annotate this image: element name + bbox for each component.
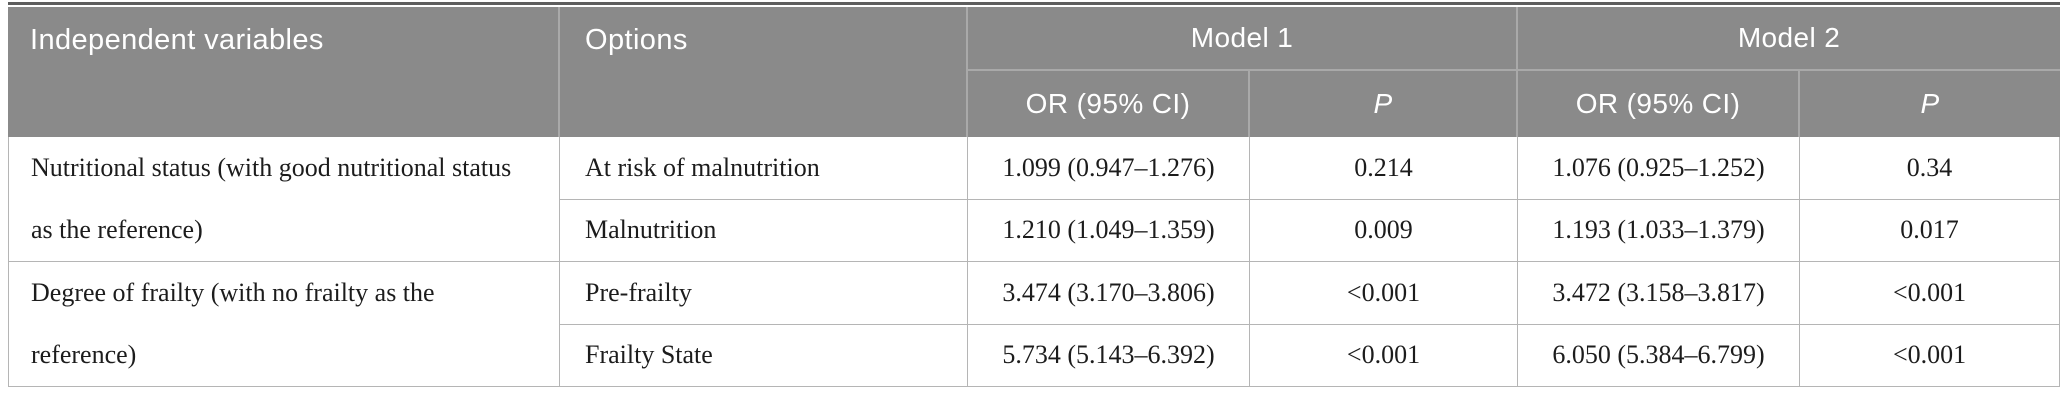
option-cell: Malnutrition (560, 199, 968, 262)
model1-p-cell: <0.001 (1250, 324, 1519, 387)
header-model1: Model 1 (968, 7, 1519, 71)
option-cell: At risk of malnutrition (560, 137, 968, 200)
data-table: Independent variables Options Model 1 Mo… (8, 7, 2061, 387)
model1-or-cell: 1.210 (1.049–1.359) (968, 199, 1250, 262)
header-model2: Model 2 (1518, 7, 2061, 71)
regression-results-table: Independent variables Options Model 1 Mo… (8, 2, 2061, 387)
model2-or-cell: 3.472 (3.158–3.817) (1518, 262, 1801, 325)
model2-p-cell: 0.34 (1800, 137, 2061, 200)
model2-or-cell: 1.193 (1.033–1.379) (1518, 199, 1801, 262)
option-cell: Frailty State (560, 324, 968, 387)
variable-cell-degree-of-frailty: Degree of frailty (with no frailty as th… (8, 262, 560, 387)
model2-or-cell: 1.076 (0.925–1.252) (1518, 137, 1801, 200)
model2-p-cell: <0.001 (1800, 324, 2061, 387)
header-model2-p: P (1800, 71, 2061, 137)
header-model1-or-ci: OR (95% CI) (968, 71, 1250, 137)
header-independent-variables: Independent variables (8, 7, 560, 137)
table-body: Nutritional status (with good nutritiona… (8, 137, 2061, 387)
table-top-rule (8, 2, 2060, 5)
model1-p-cell: <0.001 (1250, 262, 1519, 325)
model1-or-cell: 1.099 (0.947–1.276) (968, 137, 1250, 200)
model1-or-cell: 3.474 (3.170–3.806) (968, 262, 1250, 325)
variable-cell-nutritional-status: Nutritional status (with good nutritiona… (8, 137, 560, 262)
table-header: Independent variables Options Model 1 Mo… (8, 7, 2061, 137)
table-row: Nutritional status (with good nutritiona… (8, 137, 2061, 262)
model1-p-cell: 0.214 (1250, 137, 1519, 200)
table-row: Frailty State 5.734 (5.143–6.392) <0.001… (8, 324, 2061, 387)
model2-p-cell: 0.017 (1800, 199, 2061, 262)
model2-or-cell: 6.050 (5.384–6.799) (1518, 324, 1801, 387)
model1-p-cell: 0.009 (1250, 199, 1519, 262)
table-row: Degree of frailty (with no frailty as th… (8, 262, 2061, 387)
option-cell: Pre-frailty (560, 262, 968, 325)
model1-or-cell: 5.734 (5.143–6.392) (968, 324, 1250, 387)
table-row: Malnutrition 1.210 (1.049–1.359) 0.009 1… (8, 199, 2061, 262)
header-options: Options (560, 7, 968, 137)
header-model2-or-ci: OR (95% CI) (1518, 71, 1801, 137)
model2-p-cell: <0.001 (1800, 262, 2061, 325)
header-model1-p: P (1250, 71, 1519, 137)
